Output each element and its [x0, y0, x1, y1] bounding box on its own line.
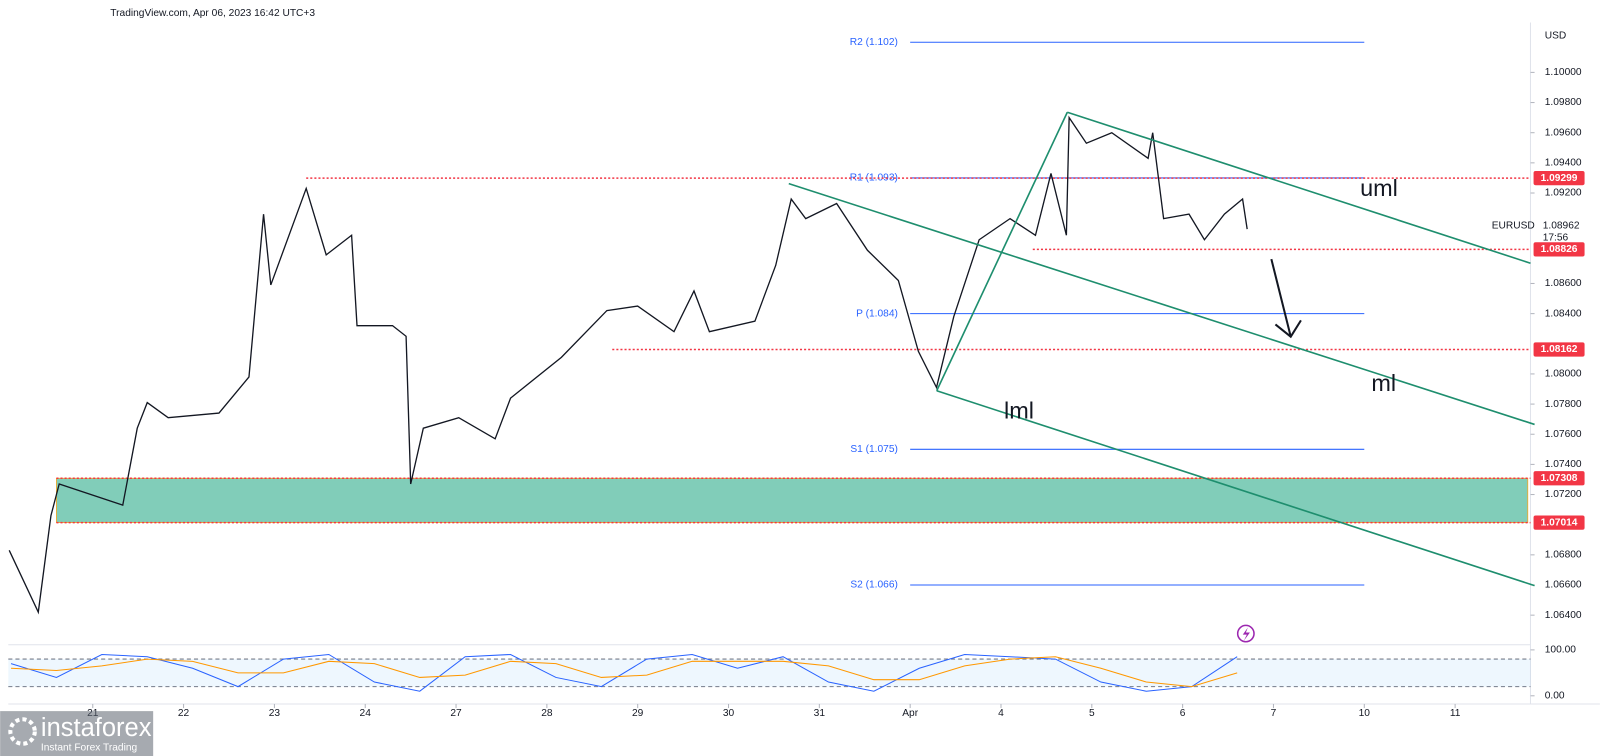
watermark: instaforex Instant Forex Trading — [0, 711, 154, 756]
y-tick-label: 1.06400 — [1545, 610, 1582, 621]
price-tag-label: 1.08162 — [1541, 344, 1578, 355]
annotation: uml — [1360, 175, 1398, 201]
currency-label: USD — [1545, 30, 1567, 41]
y-tick-label: 1.07600 — [1545, 429, 1582, 440]
brand-name: instaforex — [41, 714, 152, 742]
pitchfork-upper — [1067, 111, 1531, 264]
event-icon-bolt — [1242, 627, 1250, 641]
event-icon[interactable] — [1236, 624, 1255, 643]
x-tick-label: 23 — [269, 708, 281, 719]
pitchfork — [788, 111, 1535, 587]
price-tag — [1533, 342, 1585, 357]
x-tick-label: 27 — [450, 708, 462, 719]
countdown: 17:56 — [1543, 233, 1569, 244]
pivot-label: S2 (1.066) — [850, 580, 898, 591]
watermark-logo — [8, 717, 37, 746]
x-tick-label: 6 — [1180, 708, 1186, 719]
x-tick-label: 28 — [541, 708, 553, 719]
y-tick-label: 100.00 — [1545, 645, 1576, 656]
y-tick-label: 1.10000 — [1545, 67, 1582, 78]
price-tag — [1533, 515, 1585, 530]
y-tick-label: 1.08000 — [1545, 369, 1582, 380]
pivot-label: S1 (1.075) — [850, 444, 898, 455]
x-tick-label: 24 — [360, 708, 372, 719]
y-tick-label: 1.07800 — [1545, 399, 1582, 410]
y-tick-label: 1.09600 — [1545, 127, 1582, 138]
price-line — [8, 115, 1248, 615]
symbol-label: EURUSD — [1492, 221, 1535, 232]
x-tick-label: 5 — [1089, 708, 1095, 719]
support-zone — [56, 477, 1529, 523]
y-tick-label: 1.08400 — [1545, 308, 1582, 319]
x-tick-label: 22 — [178, 708, 190, 719]
y-tick-label: 1.09400 — [1545, 158, 1582, 169]
y-tick-label: 1.08600 — [1545, 278, 1582, 289]
pitchfork-lower — [936, 389, 1535, 587]
annotation: ml — [1371, 370, 1396, 396]
price-tag — [1533, 170, 1585, 186]
brand-tagline: Instant Forex Trading — [41, 743, 138, 754]
annotation: lml — [1004, 397, 1034, 423]
x-tick-label: 29 — [632, 708, 644, 719]
price-tag — [1533, 471, 1585, 486]
y-tick-label: 1.07400 — [1545, 459, 1582, 470]
y-tick-label: 1.07200 — [1545, 489, 1582, 500]
header-title: TradingView.com, Apr 06, 2023 16:42 UTC+… — [110, 8, 315, 19]
pivot-label: R2 (1.102) — [850, 37, 898, 48]
x-tick-label: Apr — [902, 708, 918, 719]
x-tick-label: 4 — [998, 708, 1004, 719]
plot: 1.06400 1.06600 1.06800 1.07200 1.07400 1.076… — [8, 37, 1585, 719]
y-tick-label: 0.00 — [1545, 690, 1565, 701]
oscillator-line — [11, 656, 1238, 688]
arrow — [1270, 258, 1302, 339]
arrow-head — [1274, 319, 1302, 339]
y-tick-label: 1.06600 — [1545, 580, 1582, 591]
price-tag — [1533, 242, 1585, 257]
price-tag-label: 1.07308 — [1541, 473, 1578, 484]
price-tag-label: 1.09299 — [1541, 173, 1578, 184]
pivot-label: P (1.084) — [856, 308, 898, 319]
price-tag-label: 1.08826 — [1541, 244, 1578, 255]
last-price: 1.08962 — [1543, 221, 1580, 232]
x-tick-label: 7 — [1271, 708, 1277, 719]
price-tag-label: 1.07014 — [1541, 517, 1578, 528]
x-tick-label: 31 — [814, 708, 826, 719]
x-tick-label: 30 — [723, 708, 735, 719]
pitchfork-handle — [935, 111, 1069, 392]
y-tick-label: 1.09800 — [1545, 97, 1582, 108]
pitchfork-median — [788, 182, 1535, 426]
y-tick-label: 1.06800 — [1545, 550, 1582, 561]
y-tick-label: 1.09200 — [1545, 188, 1582, 199]
x-tick-label: 11 — [1450, 708, 1461, 719]
arrow-shaft — [1270, 258, 1292, 337]
x-tick-label: 10 — [1359, 708, 1371, 719]
